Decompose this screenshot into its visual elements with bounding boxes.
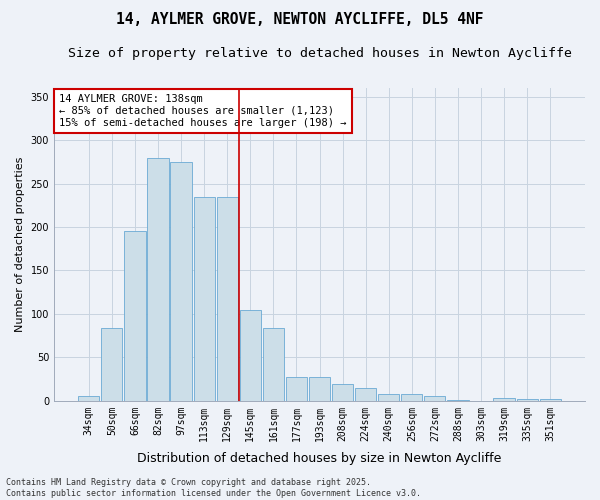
Bar: [239, 310, 261, 401]
Bar: [170, 162, 191, 401]
Bar: [517, 399, 538, 401]
Text: 14 AYLMER GROVE: 138sqm
← 85% of detached houses are smaller (1,123)
15% of semi: 14 AYLMER GROVE: 138sqm ← 85% of detache…: [59, 94, 347, 128]
Title: Size of property relative to detached houses in Newton Aycliffe: Size of property relative to detached ho…: [68, 48, 572, 60]
Bar: [378, 394, 400, 401]
Bar: [493, 398, 515, 401]
Bar: [101, 328, 122, 401]
Bar: [539, 399, 561, 401]
Bar: [355, 388, 376, 401]
Bar: [148, 158, 169, 401]
Bar: [263, 328, 284, 401]
Bar: [194, 196, 215, 401]
Bar: [424, 396, 445, 401]
Bar: [78, 396, 100, 401]
Bar: [309, 378, 330, 401]
Bar: [401, 394, 422, 401]
Bar: [217, 196, 238, 401]
Bar: [124, 232, 146, 401]
Bar: [286, 378, 307, 401]
Text: 14, AYLMER GROVE, NEWTON AYCLIFFE, DL5 4NF: 14, AYLMER GROVE, NEWTON AYCLIFFE, DL5 4…: [116, 12, 484, 28]
X-axis label: Distribution of detached houses by size in Newton Aycliffe: Distribution of detached houses by size …: [137, 452, 502, 465]
Bar: [448, 400, 469, 401]
Text: Contains HM Land Registry data © Crown copyright and database right 2025.
Contai: Contains HM Land Registry data © Crown c…: [6, 478, 421, 498]
Y-axis label: Number of detached properties: Number of detached properties: [15, 156, 25, 332]
Bar: [332, 384, 353, 401]
